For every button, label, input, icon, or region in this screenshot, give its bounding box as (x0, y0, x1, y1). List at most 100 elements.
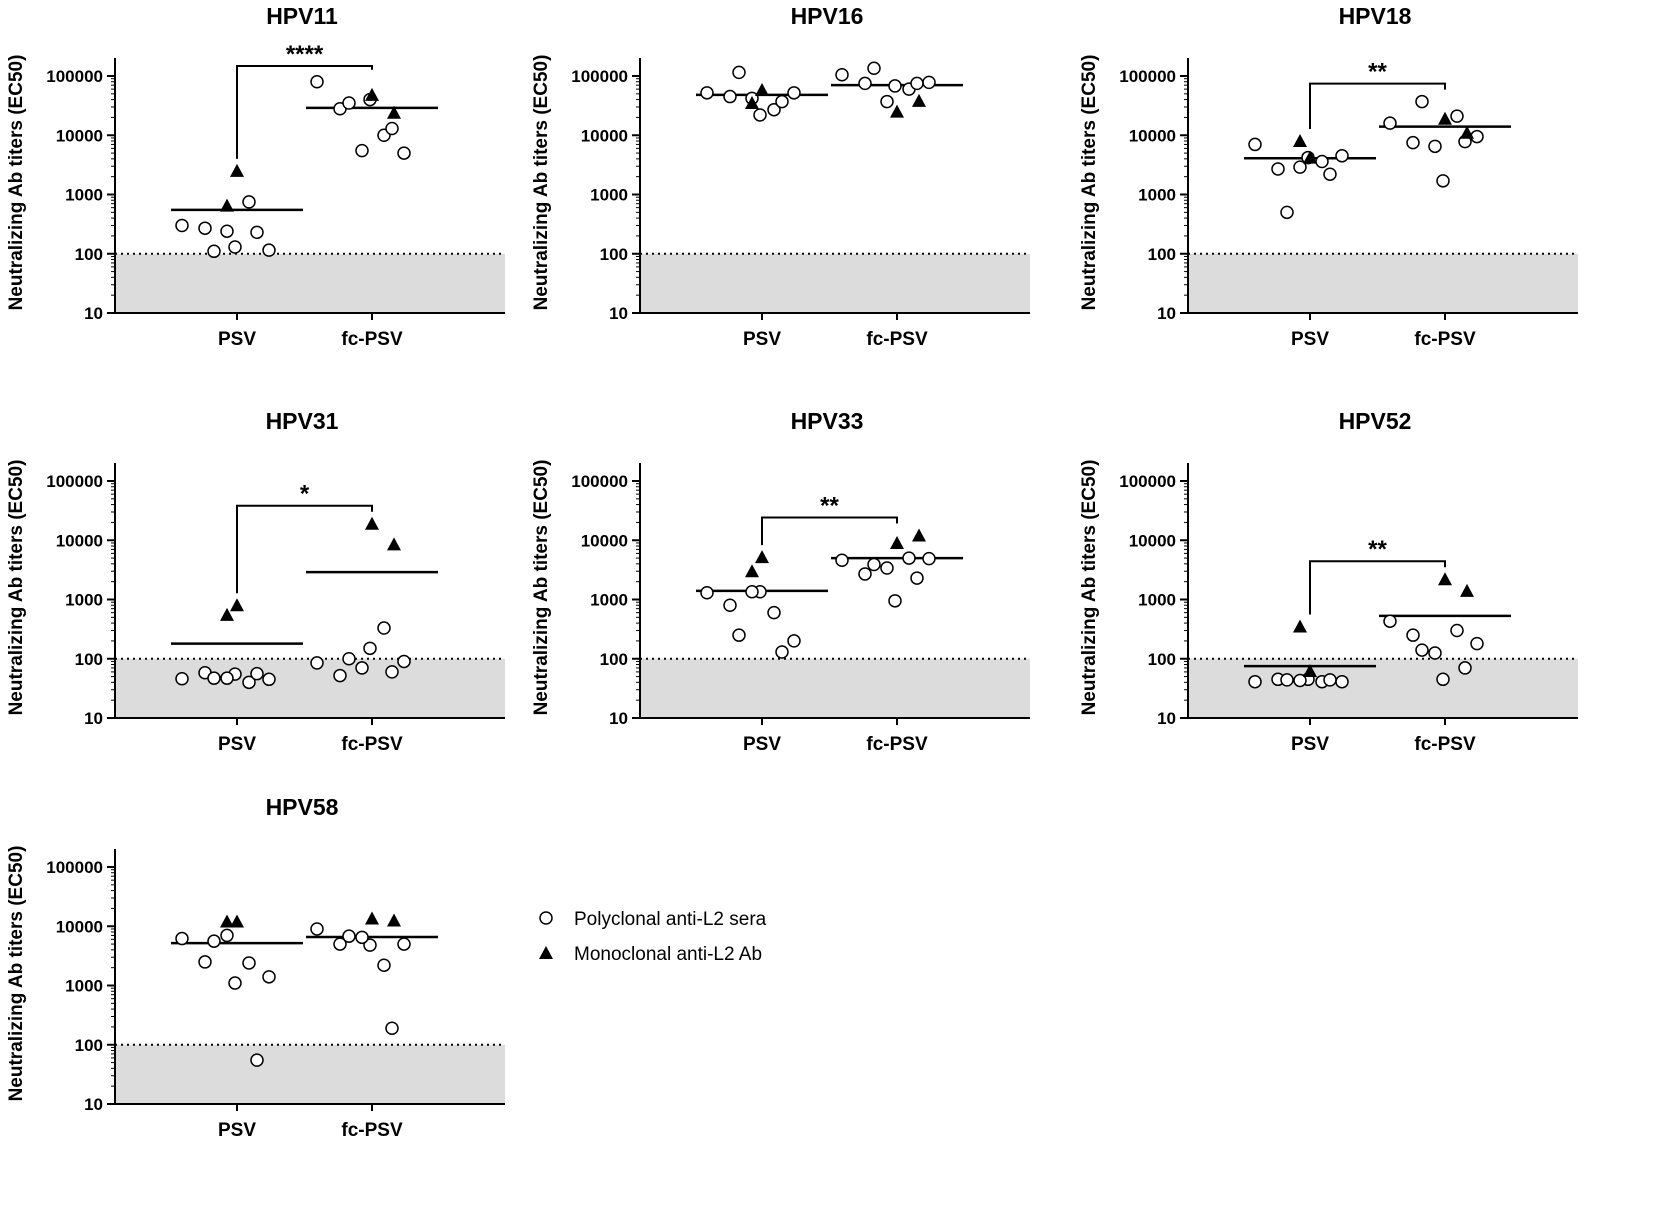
polyclonal-point (242, 195, 256, 209)
monoclonal-point (387, 105, 401, 119)
chart-title: HPV11 (266, 3, 338, 29)
chart-panel-hpv52: HPV52 10 100 1000 10000 100000 Neutralizing Ab… (1079, 408, 1578, 755)
polyclonal-point (198, 955, 212, 969)
y-tick-label: 10000 (1129, 531, 1176, 550)
polyclonal-point (1383, 116, 1397, 130)
polyclonal-point (220, 928, 234, 943)
y-tick-label: 1000 (65, 591, 103, 610)
significance-bracket (1309, 82, 1446, 129)
polyclonal-point (228, 976, 242, 990)
below-detection-area (1188, 253, 1578, 313)
polyclonal-point (397, 654, 411, 669)
polyclonal-point (787, 634, 801, 648)
polyclonal-point (342, 96, 356, 110)
polyclonal-point (207, 934, 221, 948)
monoclonal-point (365, 516, 379, 530)
x-category-label: fc-PSV (341, 734, 403, 755)
polyclonal-point (902, 551, 916, 565)
y-tick-label: 10 (84, 709, 103, 728)
polyclonal-point (700, 86, 714, 100)
polyclonal-point (858, 76, 872, 91)
legend-marker-circle (539, 911, 553, 925)
y-tick-label: 100000 (571, 67, 628, 86)
y-tick-label: 1000 (1138, 186, 1176, 205)
monoclonal-point (220, 198, 234, 212)
polyclonal-point (1280, 673, 1294, 687)
polyclonal-point (1428, 139, 1442, 154)
polyclonal-point (880, 561, 894, 575)
polyclonal-point (355, 143, 369, 158)
y-tick-label: 1000 (590, 591, 628, 610)
monoclonal-point (1293, 619, 1307, 633)
polyclonal-point (700, 585, 714, 600)
chart-title: HPV58 (266, 794, 339, 820)
x-category-label: PSV (218, 734, 256, 755)
polyclonal-point (1450, 623, 1464, 638)
polyclonal-point (732, 628, 746, 642)
polyclonal-point (1315, 154, 1329, 169)
polyclonal-point (732, 65, 746, 80)
monoclonal-point (230, 598, 244, 612)
polyclonal-point (867, 61, 881, 76)
y-tick-label: 100000 (571, 472, 628, 491)
y-tick-label: 100 (75, 1036, 103, 1055)
y-tick-label: 100 (75, 245, 103, 264)
below-detection-area (115, 253, 505, 313)
chart-title: HPV52 (1339, 408, 1412, 434)
legend-group: Polyclonal anti-L2 sera Monoclonal anti-L… (539, 909, 767, 965)
monoclonal-point (890, 535, 904, 549)
polyclonal-point (1323, 673, 1337, 687)
polyclonal-point (1436, 672, 1450, 687)
monoclonal-point (912, 93, 926, 107)
y-tick-label: 100000 (46, 472, 103, 491)
polyclonal-point (363, 641, 377, 656)
monoclonal-point (365, 911, 379, 925)
chart-panel-hpv58: HPV58 10 100 1000 10000 100000 Neutralizing Ab… (6, 794, 505, 1141)
y-tick-label: 100000 (46, 858, 103, 877)
below-detection-area (640, 253, 1030, 313)
polyclonal-point (242, 675, 256, 690)
y-tick-label: 10000 (1129, 126, 1176, 145)
polyclonal-point (207, 671, 221, 685)
y-tick-label: 10000 (56, 531, 103, 550)
significance-label: ** (1368, 59, 1387, 86)
monoclonal-point (912, 528, 926, 542)
y-tick-label: 100000 (1119, 67, 1176, 86)
y-tick-label: 10 (84, 1095, 103, 1114)
polyclonal-point (922, 551, 936, 566)
polyclonal-point (835, 553, 849, 567)
polyclonal-point (385, 1021, 399, 1035)
y-tick-label: 10 (84, 304, 103, 323)
polyclonal-point (1335, 674, 1349, 689)
y-tick-label: 10 (609, 709, 628, 728)
monoclonal-point (220, 607, 234, 621)
chart-panel-hpv33: HPV33 10 100 1000 10000 100000 Neutralizing Ab… (531, 408, 1030, 755)
monoclonal-point (1303, 664, 1317, 678)
polyclonal-point (1406, 135, 1420, 150)
polyclonal-point (333, 668, 347, 683)
x-category-label: PSV (1291, 329, 1329, 350)
y-tick-label: 100 (1148, 245, 1176, 264)
monoclonal-point (755, 83, 769, 97)
y-tick-label: 10000 (581, 531, 628, 550)
monoclonal-point (365, 87, 379, 101)
x-category-label: PSV (218, 1120, 256, 1141)
monoclonal-point (890, 104, 904, 118)
polyclonal-point (242, 956, 256, 970)
polyclonal-point (1323, 167, 1337, 181)
polyclonal-point (1458, 661, 1472, 675)
monoclonal-point (745, 96, 759, 110)
polyclonal-point (262, 970, 276, 984)
polyclonal-point (175, 218, 189, 233)
monoclonal-point (1438, 572, 1452, 586)
y-axis-label: Neutralizing Ab titers (EC50) (531, 55, 552, 311)
legend-label: Monoclonal anti-L2 Ab (574, 944, 762, 965)
monoclonal-point (1438, 111, 1452, 125)
x-category-label: fc-PSV (866, 734, 928, 755)
polyclonal-point (377, 621, 391, 635)
polyclonal-point (397, 937, 411, 951)
polyclonal-point (775, 94, 789, 109)
polyclonal-point (1383, 614, 1397, 628)
polyclonal-point (745, 585, 759, 599)
